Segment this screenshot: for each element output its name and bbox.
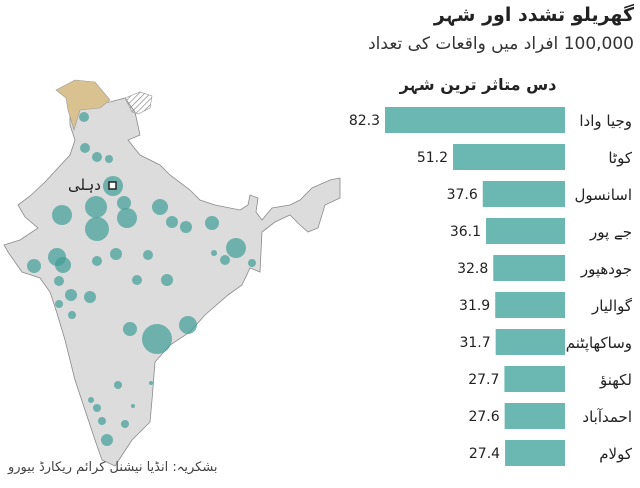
city-bubble <box>226 238 246 258</box>
city-bubble <box>123 322 137 336</box>
bar <box>486 218 565 244</box>
city-label: جے پور <box>589 223 632 242</box>
chart-title: دس متاثر ترین شہر <box>399 75 557 94</box>
city-bubble <box>117 196 131 210</box>
delhi-label: دہلی <box>68 176 101 194</box>
bar <box>495 292 565 318</box>
bar-value-label: 82.3 <box>349 113 380 129</box>
bar-value-label: 51.2 <box>417 150 448 166</box>
city-bubble <box>93 404 101 412</box>
city-bubble <box>121 420 129 428</box>
bar <box>482 181 565 207</box>
city-bubble <box>152 199 168 215</box>
bar-value-label: 37.6 <box>447 187 478 203</box>
city-bubble <box>65 289 77 301</box>
city-bubble <box>110 248 122 260</box>
city-bubble <box>55 257 71 273</box>
ladakh-disputed-region <box>124 91 153 115</box>
bar-value-label: 31.7 <box>459 335 490 351</box>
city-bubble <box>85 217 109 241</box>
city-bubble <box>105 155 113 163</box>
city-bubble <box>92 152 102 162</box>
city-bubble <box>117 208 137 228</box>
bar-value-label: 36.1 <box>450 224 481 240</box>
city-bubble <box>52 205 72 225</box>
city-bubble <box>98 417 106 425</box>
bar <box>385 107 565 133</box>
city-bubble <box>88 397 94 403</box>
city-bubble <box>142 324 172 354</box>
city-bubble <box>68 311 76 319</box>
city-bubble <box>85 196 107 218</box>
bar-value-label: 31.9 <box>459 298 490 314</box>
kashmir-disputed-region <box>55 79 111 132</box>
city-label: کوٹا <box>608 149 632 167</box>
bar-value-label: 32.8 <box>457 261 488 277</box>
city-bubble <box>84 291 96 303</box>
bar-value-label: 27.6 <box>468 409 499 425</box>
city-bubble <box>166 216 178 228</box>
delhi-marker <box>108 181 117 190</box>
city-bubble <box>80 143 90 153</box>
india-map <box>3 79 341 467</box>
city-label: وساکھاپٹنم <box>566 334 632 353</box>
bar-value-label: 27.4 <box>469 446 500 462</box>
city-bubble <box>143 250 153 260</box>
city-label: لکھنؤ <box>599 371 632 389</box>
city-bubble <box>161 274 173 286</box>
city-bubble <box>79 112 89 122</box>
city-label: اسانسول <box>574 186 632 204</box>
city-bubble <box>248 259 256 267</box>
page-subtitle: 100,000 افراد میں واقعات کی تعداد <box>368 34 634 54</box>
city-label: گوالیار <box>591 297 633 315</box>
city-bubble <box>179 316 197 334</box>
bar <box>504 403 565 429</box>
city-bubble <box>211 250 217 256</box>
bar <box>453 144 565 170</box>
bar <box>495 329 565 355</box>
city-bubble <box>205 216 219 230</box>
city-bubble <box>55 300 63 308</box>
city-bubble <box>101 434 113 446</box>
city-bubble <box>131 404 135 408</box>
bar <box>493 255 565 281</box>
city-label: احمدآباد <box>582 408 632 426</box>
city-label: وجیا وادا <box>579 112 632 130</box>
city-bubble <box>54 276 64 286</box>
city-bubble <box>114 381 122 389</box>
city-bubble <box>220 255 230 265</box>
city-bubble <box>149 381 153 385</box>
city-bubble <box>27 259 41 273</box>
city-label: کولام <box>599 445 633 463</box>
source-note: بشکریہ: انڈیا نیشنل کرائم ریکارڈ بیورو <box>8 460 218 475</box>
city-bubble <box>180 221 192 233</box>
page-title: گھریلو تشدد اور شہر <box>433 4 634 26</box>
bar-value-label: 27.7 <box>468 372 499 388</box>
city-bubble <box>132 275 142 285</box>
city-bubble <box>92 256 102 266</box>
city-label: جودھپور <box>580 260 632 279</box>
bar <box>504 366 565 392</box>
bar <box>505 440 565 466</box>
